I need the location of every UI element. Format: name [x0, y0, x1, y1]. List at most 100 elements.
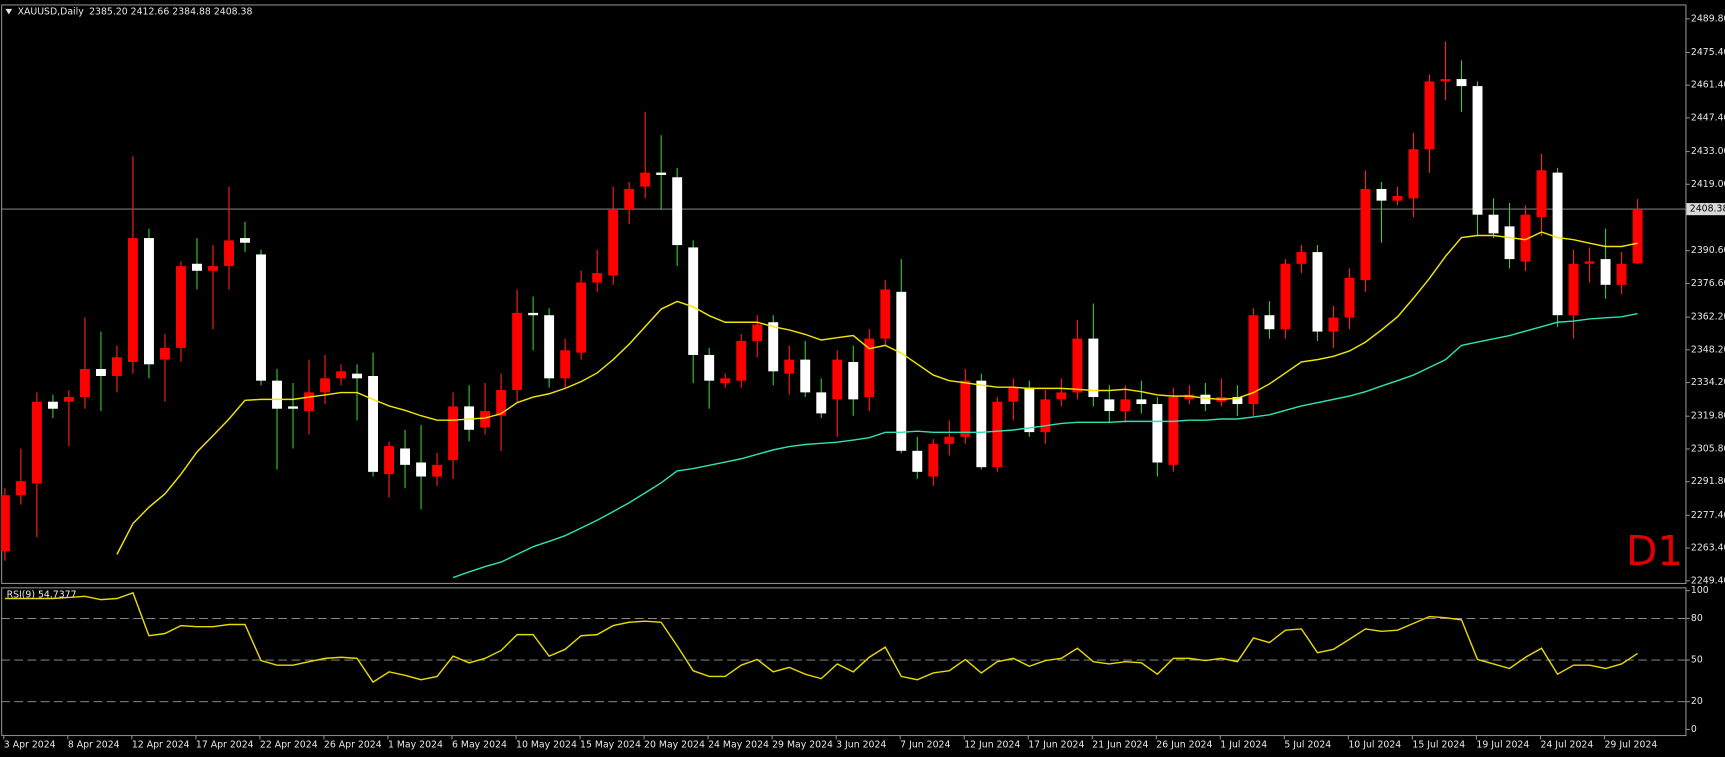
x-tick-label: 8 Apr 2024 — [68, 739, 120, 750]
candle-body — [1, 495, 10, 552]
candle-body — [384, 446, 395, 475]
x-tick-label: 5 Jul 2024 — [1284, 739, 1331, 750]
candle-body — [640, 172, 651, 187]
candle-body — [544, 315, 555, 379]
candle-body — [1248, 315, 1259, 405]
candle-body — [176, 266, 186, 348]
candle-body — [944, 436, 955, 444]
candle-body — [1088, 338, 1099, 398]
y-tick-label: 0 — [1691, 724, 1697, 735]
x-tick-label: 17 Apr 2024 — [196, 739, 254, 750]
y-tick-label: 80 — [1691, 613, 1703, 624]
x-tick-label: 12 Apr 2024 — [132, 739, 190, 750]
axes: 2249.40 2263.40 2277.40 2291.80 2305.80 2319.… — [3, 13, 1725, 750]
candle-body — [992, 401, 1003, 468]
main-plot — [1, 41, 1686, 579]
candle-body — [496, 390, 507, 416]
chart-title: XAUUSD,Daily — [18, 7, 85, 18]
candle-body — [336, 371, 346, 379]
x-tick-label: 17 Jun 2024 — [1028, 739, 1084, 750]
candle-body — [704, 354, 715, 381]
candle-body — [528, 312, 539, 316]
x-tick-label: 7 Jun 2024 — [900, 739, 950, 750]
x-tick-label: 29 Jul 2024 — [1604, 739, 1657, 750]
y-tick-label: 2376.60 — [1691, 278, 1725, 289]
candle-body — [1600, 259, 1611, 285]
candle-body — [1568, 263, 1579, 316]
candle-body — [1472, 86, 1483, 215]
candle-body — [127, 238, 138, 362]
candle-body — [368, 375, 379, 472]
candle-body — [1552, 172, 1563, 316]
candle-body — [416, 462, 427, 477]
rsi-plot — [1, 591, 1686, 703]
x-tick-label: 3 Apr 2024 — [4, 739, 56, 750]
candle-body — [1504, 226, 1515, 260]
y-tick-label: 2305.80 — [1691, 443, 1725, 454]
y-tick-label: 2475.40 — [1691, 47, 1725, 58]
candle-body — [79, 368, 90, 398]
candle-body — [896, 291, 907, 451]
candle-body — [768, 322, 779, 372]
y-tick-label: 100 — [1691, 585, 1709, 596]
ohlc-readout: 2385.20 2412.66 2384.88 2408.38 — [89, 7, 252, 18]
candle-body — [1536, 170, 1547, 218]
candle-body — [1632, 209, 1643, 264]
y-tick-label: 50 — [1691, 655, 1703, 666]
candle-body — [1184, 394, 1195, 400]
rsi-frame — [1, 587, 1687, 737]
candle-body — [880, 289, 891, 339]
candle-body — [1168, 397, 1179, 465]
candle-body — [1424, 81, 1435, 150]
candle-body — [432, 464, 443, 477]
y-tick-label: 2390.60 — [1691, 245, 1725, 256]
candle-body — [192, 263, 202, 271]
candle-body — [320, 378, 330, 393]
candle-body — [1232, 397, 1243, 405]
candle-body — [1456, 79, 1467, 87]
candle-body — [47, 401, 58, 409]
x-tick-label: 12 Jun 2024 — [964, 739, 1020, 750]
candle-body — [400, 448, 411, 465]
candle-body — [1616, 263, 1627, 285]
candle-body — [95, 368, 106, 376]
timeframe-watermark: D1 — [1626, 527, 1683, 575]
candle-body — [1152, 404, 1163, 463]
candle-body — [224, 240, 234, 267]
candle-body — [1056, 392, 1067, 400]
candle-body — [31, 401, 42, 484]
last-price-label: 2408.38 — [1690, 204, 1725, 215]
candle-body — [592, 273, 603, 283]
candle-body — [272, 380, 282, 409]
candle-body — [656, 172, 667, 175]
x-tick-label: 15 Jul 2024 — [1412, 739, 1465, 750]
y-tick-label: 2489.80 — [1691, 13, 1725, 24]
candle-body — [111, 357, 122, 376]
candle-body — [624, 188, 635, 211]
candle-body — [1264, 315, 1275, 330]
candle-body — [464, 406, 475, 430]
candle-body — [1120, 399, 1131, 412]
rsi-title: RSI(9) 54.7377 — [7, 590, 77, 601]
candle-body — [1072, 338, 1083, 393]
candle-body — [1376, 188, 1387, 201]
candle-body — [1488, 214, 1499, 234]
candle-body — [960, 380, 971, 437]
last-price-tag — [1686, 203, 1725, 216]
x-tick-label: 15 May 2024 — [580, 739, 641, 750]
candle-body — [848, 361, 859, 400]
y-tick-label: 2433.00 — [1691, 146, 1725, 157]
candle-body — [688, 247, 699, 355]
candle-body — [816, 392, 827, 414]
candle-body — [784, 359, 795, 374]
candle-body — [1296, 252, 1307, 264]
y-tick-label: 2362.20 — [1691, 312, 1725, 323]
y-tick-label: 2334.20 — [1691, 377, 1725, 388]
x-tick-label: 19 Jul 2024 — [1476, 739, 1529, 750]
candle-body — [864, 338, 875, 398]
symbol-menu-icon[interactable] — [5, 8, 13, 15]
candle-body — [800, 359, 811, 393]
